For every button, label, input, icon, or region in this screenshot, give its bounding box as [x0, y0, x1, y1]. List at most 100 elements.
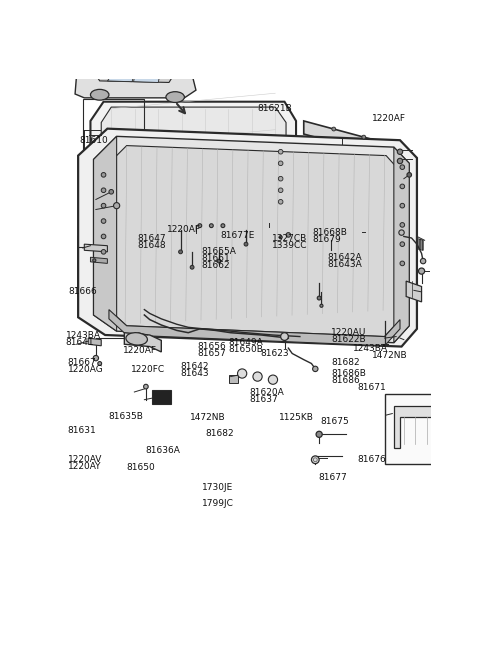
- Text: 1220AF: 1220AF: [123, 346, 157, 356]
- Text: 81642A: 81642A: [327, 253, 362, 261]
- Text: 81636A: 81636A: [145, 446, 180, 455]
- Polygon shape: [94, 136, 117, 331]
- Text: 1220AG: 1220AG: [68, 365, 103, 374]
- Text: 1220FC: 1220FC: [131, 365, 165, 374]
- Polygon shape: [133, 74, 160, 83]
- Circle shape: [190, 265, 194, 269]
- Text: 1339CC: 1339CC: [272, 241, 307, 250]
- Circle shape: [101, 219, 106, 223]
- Text: 1243BA: 1243BA: [353, 344, 388, 353]
- Text: 81686: 81686: [331, 376, 360, 385]
- Circle shape: [144, 384, 148, 389]
- Text: 81647: 81647: [137, 234, 166, 243]
- Circle shape: [101, 188, 106, 193]
- Circle shape: [362, 135, 366, 139]
- Circle shape: [93, 356, 98, 361]
- Text: 81648: 81648: [137, 241, 166, 250]
- Circle shape: [397, 149, 403, 155]
- Polygon shape: [109, 310, 400, 346]
- Text: 1220AV: 1220AV: [68, 455, 102, 464]
- Circle shape: [400, 184, 405, 189]
- Bar: [152, 390, 171, 404]
- Text: 81661: 81661: [201, 253, 229, 263]
- Polygon shape: [96, 66, 173, 83]
- Text: 81641: 81641: [66, 339, 94, 347]
- Text: 81667: 81667: [68, 358, 96, 367]
- Circle shape: [316, 431, 322, 438]
- Polygon shape: [78, 223, 308, 319]
- Bar: [384, 394, 462, 464]
- Ellipse shape: [90, 89, 109, 100]
- Ellipse shape: [166, 92, 184, 102]
- Circle shape: [101, 203, 106, 208]
- Polygon shape: [265, 221, 288, 227]
- Circle shape: [114, 202, 120, 209]
- Polygon shape: [114, 67, 158, 78]
- Circle shape: [198, 224, 202, 227]
- Text: 1243BA: 1243BA: [66, 331, 101, 341]
- Polygon shape: [78, 128, 417, 346]
- Circle shape: [268, 375, 277, 384]
- Circle shape: [400, 223, 405, 227]
- Text: 1799JC: 1799JC: [202, 498, 234, 508]
- Text: 81650: 81650: [126, 464, 155, 472]
- Polygon shape: [394, 147, 409, 343]
- Text: 81650B: 81650B: [228, 345, 263, 354]
- Circle shape: [217, 259, 221, 263]
- Text: 81637: 81637: [249, 395, 278, 404]
- Circle shape: [278, 188, 283, 193]
- Text: 81677E: 81677E: [220, 231, 254, 240]
- Circle shape: [400, 261, 405, 266]
- Polygon shape: [108, 73, 134, 82]
- Circle shape: [320, 304, 323, 307]
- Text: 81686B: 81686B: [331, 369, 366, 378]
- Text: 1730JE: 1730JE: [202, 483, 233, 492]
- Circle shape: [400, 203, 405, 208]
- Circle shape: [93, 259, 96, 262]
- Text: 1472NB: 1472NB: [190, 413, 226, 422]
- Circle shape: [278, 176, 283, 181]
- Text: 81622B: 81622B: [331, 335, 366, 345]
- Circle shape: [278, 200, 283, 204]
- Circle shape: [109, 189, 114, 194]
- Text: 1327CB: 1327CB: [272, 234, 307, 243]
- Text: 81643A: 81643A: [327, 259, 362, 269]
- Circle shape: [278, 161, 283, 166]
- Circle shape: [312, 366, 318, 371]
- Polygon shape: [124, 333, 161, 352]
- Text: 1125KB: 1125KB: [278, 413, 313, 422]
- Polygon shape: [94, 136, 409, 343]
- Circle shape: [332, 127, 336, 131]
- Text: 81676: 81676: [357, 455, 385, 464]
- Polygon shape: [269, 233, 338, 244]
- Circle shape: [101, 234, 106, 239]
- Text: 81662: 81662: [201, 261, 229, 270]
- Circle shape: [419, 268, 425, 274]
- Text: 1220AU: 1220AU: [331, 328, 366, 337]
- Ellipse shape: [126, 333, 147, 345]
- Text: 1472NB: 1472NB: [372, 352, 408, 360]
- Bar: [83, 100, 144, 207]
- Circle shape: [238, 369, 247, 378]
- Circle shape: [407, 172, 411, 177]
- Text: 81671: 81671: [357, 383, 385, 392]
- Text: 81631: 81631: [68, 426, 96, 435]
- Text: 81623: 81623: [261, 349, 289, 358]
- Circle shape: [179, 250, 182, 253]
- Circle shape: [400, 242, 405, 246]
- Text: 81635B: 81635B: [108, 412, 144, 421]
- Circle shape: [209, 224, 213, 227]
- Text: 81666: 81666: [69, 288, 97, 297]
- Circle shape: [286, 233, 291, 237]
- Polygon shape: [354, 229, 377, 238]
- Circle shape: [317, 296, 321, 300]
- Text: 81682: 81682: [331, 358, 360, 367]
- Circle shape: [253, 372, 262, 381]
- Polygon shape: [196, 223, 227, 231]
- Circle shape: [399, 230, 404, 235]
- Circle shape: [221, 224, 225, 227]
- Circle shape: [281, 333, 288, 341]
- Polygon shape: [404, 235, 423, 250]
- Circle shape: [244, 242, 248, 246]
- Circle shape: [397, 159, 403, 164]
